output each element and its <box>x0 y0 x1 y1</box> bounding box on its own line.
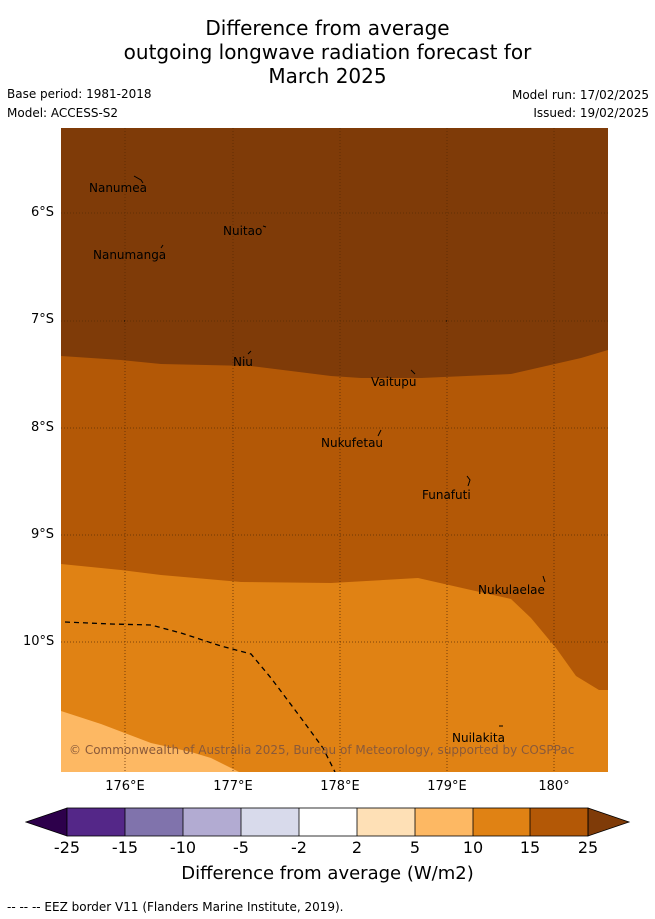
place-label-nuilakita: Nuilakita <box>452 731 505 745</box>
colorbar-tick: -25 <box>53 838 81 857</box>
colorbar-tick: -2 <box>291 838 307 857</box>
lon-label-176e: 176°E <box>105 779 145 794</box>
lon-label-177e: 177°E <box>213 779 253 794</box>
lon-label-179e: 179°E <box>427 779 467 794</box>
colorbar-tick: -5 <box>233 838 249 857</box>
model-run: Model run: 17/02/2025 <box>511 88 649 102</box>
nanumanga-island <box>160 244 164 249</box>
colorbar-tick: 5 <box>409 838 421 857</box>
lon-label-178e: 178°E <box>320 779 360 794</box>
place-label-nanumea: Nanumea <box>89 181 147 195</box>
colorbar-cell-6 <box>357 808 415 836</box>
place-label-funafuti: Funafuti <box>422 488 471 502</box>
map-title: Difference from average outgoing longwav… <box>0 16 655 88</box>
colorbar-tick: -10 <box>169 838 197 857</box>
band-2-5 <box>61 711 239 772</box>
colorbar-tick: 2 <box>351 838 363 857</box>
title-line-1: Difference from average <box>205 16 450 40</box>
issued-date: Issued: 19/02/2025 <box>533 106 649 120</box>
nanumea-island <box>133 175 144 184</box>
colorbar-tick: -15 <box>111 838 139 857</box>
lat-label-6s: 6°S <box>31 205 55 220</box>
colorbar-cell-4 <box>241 808 299 836</box>
colorbar-cell-3 <box>183 808 241 836</box>
map-panel[interactable]: Nanumea Nuitao Nanumanga Niu Vaitupu Nuk… <box>61 128 608 772</box>
colorbar-arrow-high <box>587 807 631 837</box>
colorbar-tick: 15 <box>519 838 541 857</box>
colorbar-tick: 25 <box>577 838 599 857</box>
island-outlines <box>124 175 546 727</box>
niu-island <box>247 350 252 355</box>
nuitao-island <box>262 225 267 228</box>
colorbar-tick: 10 <box>462 838 484 857</box>
place-label-nuitao: Nuitao <box>223 224 262 238</box>
place-label-nukufetau: Nukufetau <box>321 436 383 450</box>
colorbar-cell-8 <box>473 808 530 836</box>
colorbar-label: Difference from average (W/m2) <box>181 863 474 884</box>
colorbar-cell-7 <box>415 808 473 836</box>
copyright-notice: © Commonwealth of Australia 2025, Bureau… <box>69 743 574 757</box>
lat-label-9s: 9°S <box>31 527 55 542</box>
title-line-3: March 2025 <box>268 64 387 88</box>
map-canvas: Nanumea Nuitao Nanumanga Niu Vaitupu Nuk… <box>61 128 608 772</box>
lat-label-10s: 10°S <box>23 634 55 649</box>
lat-label-7s: 7°S <box>31 312 55 327</box>
place-label-vaitupu: Vaitupu <box>371 375 417 389</box>
place-label-nukulaelae: Nukulaelae <box>478 583 545 597</box>
funafuti-island <box>466 475 471 487</box>
lon-label-180: 180° <box>538 779 570 794</box>
graticule <box>61 128 608 772</box>
place-label-nanumanga: Nanumanga <box>93 248 166 262</box>
colorbar-cell-5 <box>299 808 357 836</box>
nukufetau-island <box>377 429 382 437</box>
base-period: Base period: 1981-2018 <box>7 87 152 101</box>
nukulaelae-island <box>542 575 546 583</box>
colorbar-cell-9 <box>530 808 588 836</box>
place-label-niu: Niu <box>233 355 253 369</box>
colorbar-cell-1 <box>67 808 125 836</box>
lat-label-8s: 8°S <box>31 420 55 435</box>
colorbar-arrow-low <box>25 807 68 837</box>
vaitupu-island <box>410 369 416 375</box>
colorbar-cell-2 <box>125 808 183 836</box>
eez-border <box>64 621 336 772</box>
colorbar <box>25 807 631 837</box>
band-5-10 <box>61 564 608 772</box>
title-line-2: outgoing longwave radiation forecast for <box>123 40 532 64</box>
model-name: Model: ACCESS-S2 <box>7 106 119 120</box>
eez-legend: -- -- -- EEZ border V11 (Flanders Marine… <box>7 900 344 914</box>
